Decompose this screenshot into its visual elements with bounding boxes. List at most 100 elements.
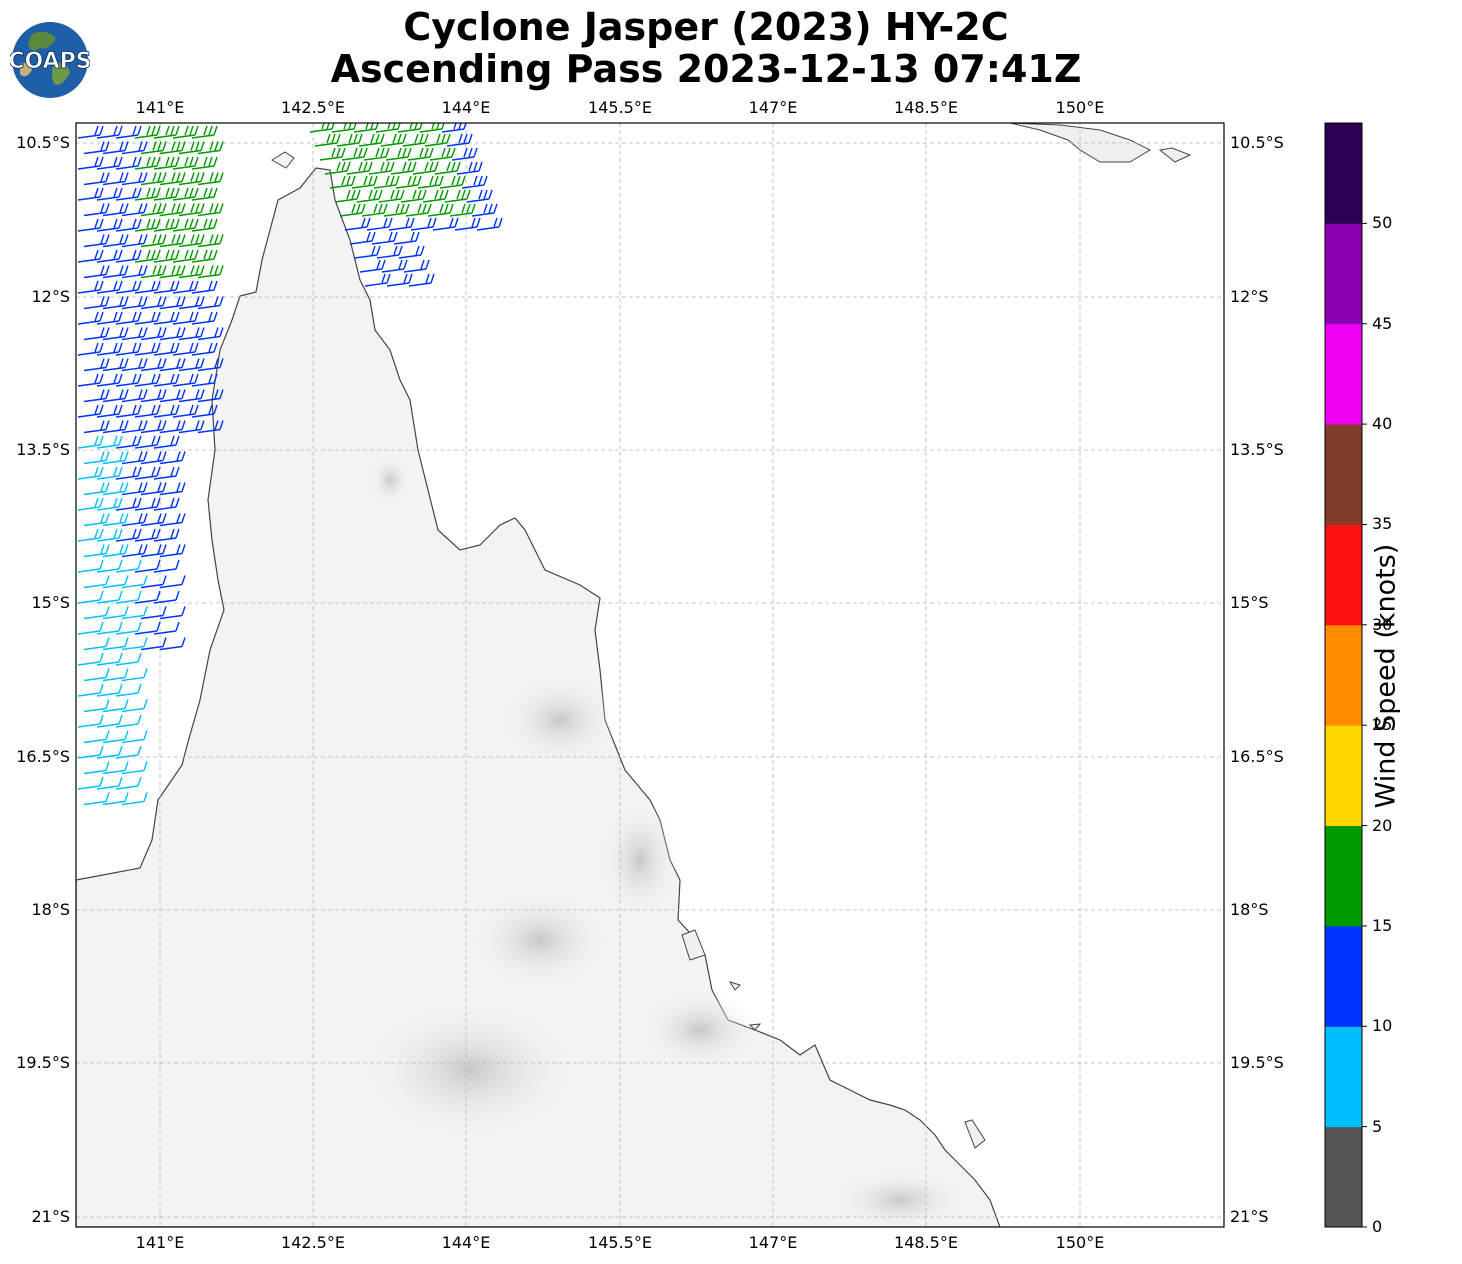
wind-barb	[77, 249, 104, 263]
colorbar-segment	[1325, 323, 1362, 425]
wind-barb	[83, 420, 110, 434]
wind-barb	[432, 217, 459, 231]
map-gridlines	[76, 123, 1224, 1227]
lon-tick-bottom: 148.5°E	[894, 1233, 958, 1252]
colorbar-tick-label: 35	[1372, 514, 1393, 534]
wind-barb	[159, 234, 186, 248]
wind-barb	[134, 559, 161, 573]
wind-barb	[96, 621, 123, 635]
wind-barb	[178, 234, 205, 248]
wind-barb	[134, 373, 161, 387]
wind-barb	[397, 123, 423, 133]
wind-barb	[366, 217, 393, 231]
wind-barb	[134, 497, 161, 511]
wind-barb	[341, 147, 368, 161]
wind-barb	[77, 125, 104, 139]
wind-barb	[191, 342, 218, 356]
wind-barb	[191, 280, 218, 294]
wind-barb	[178, 265, 205, 279]
wind-barb	[390, 161, 417, 175]
wind-barb	[134, 466, 161, 480]
wind-barb	[115, 342, 142, 356]
wind-barb	[388, 217, 415, 231]
lat-tick-right: 18°S	[1230, 900, 1269, 919]
wind-barb	[444, 189, 471, 203]
lon-tick-bottom: 147°E	[748, 1233, 798, 1252]
wind-barb	[178, 296, 205, 310]
wind-barb	[134, 404, 161, 418]
colorbar-frame	[1324, 122, 1363, 1228]
wind-barb	[466, 189, 493, 203]
wind-barb	[159, 420, 186, 434]
wind-barb	[96, 125, 123, 139]
wind-barb	[159, 265, 186, 279]
wind-barb	[429, 147, 456, 161]
wind-barb	[83, 327, 110, 341]
wind-barb	[153, 311, 180, 325]
wind-barb	[115, 311, 142, 325]
wind-barb	[153, 528, 180, 542]
wind-barb	[172, 218, 199, 232]
wind-barb	[329, 175, 356, 189]
wind-barb	[191, 311, 218, 325]
wind-barb	[191, 404, 218, 418]
wind-barb	[102, 544, 129, 558]
wind-barb	[77, 621, 104, 635]
wind-barb	[121, 265, 148, 279]
wind-barb	[121, 668, 148, 682]
wind-barb	[159, 544, 186, 558]
wind-barb	[77, 280, 104, 294]
colorbar-tick-label: 50	[1372, 213, 1393, 233]
wind-barb	[153, 125, 180, 139]
wind-barb	[96, 528, 123, 542]
wind-barb	[121, 792, 148, 806]
wind-barb	[140, 203, 167, 217]
wind-barb	[121, 141, 148, 155]
wind-barb	[83, 141, 110, 155]
wind-barb	[121, 699, 148, 713]
wind-barb	[446, 133, 473, 147]
colorbar-label: Wind Speed (knots)	[1370, 543, 1402, 809]
colorbar-tick-label: 0	[1372, 1217, 1383, 1236]
lat-tick-right: 12°S	[1230, 287, 1269, 306]
wind-barb	[102, 606, 129, 620]
wind-barb	[178, 172, 205, 186]
wind-barb	[121, 606, 148, 620]
wind-barb	[96, 187, 123, 201]
wind-barb	[83, 544, 110, 558]
wind-barb	[140, 513, 167, 527]
wind-barb	[373, 175, 400, 189]
wind-barb	[102, 234, 129, 248]
wind-barb	[197, 203, 224, 217]
wind-barb	[412, 161, 439, 175]
colorbar-segment	[1325, 725, 1362, 827]
wind-barb	[407, 147, 434, 161]
wind-barb	[380, 133, 407, 147]
wind-barb	[140, 141, 167, 155]
wind-barb	[159, 296, 186, 310]
wind-barb	[375, 123, 401, 133]
wind-barb	[96, 435, 123, 449]
wind-barb	[102, 637, 129, 651]
wind-barb	[378, 189, 405, 203]
lon-tick-bottom: 150°E	[1055, 1233, 1105, 1252]
wind-barb	[102, 699, 129, 713]
wind-barb	[172, 311, 199, 325]
wind-barb	[121, 730, 148, 744]
wind-barb	[121, 544, 148, 558]
wind-barb	[102, 451, 129, 465]
lat-tick-right: 10.5°S	[1230, 133, 1284, 152]
wind-barb	[159, 482, 186, 496]
wind-barb	[178, 141, 205, 155]
wind-barb	[339, 203, 366, 217]
wind-barb	[121, 761, 148, 775]
wind-barb	[121, 420, 148, 434]
wind-barb	[434, 161, 461, 175]
wind-barb	[96, 714, 123, 728]
wind-barb	[83, 482, 110, 496]
wind-barb	[153, 280, 180, 294]
wind-barb	[405, 203, 432, 217]
wind-barb	[324, 161, 351, 175]
wind-barb	[197, 265, 224, 279]
wind-barb	[140, 296, 167, 310]
